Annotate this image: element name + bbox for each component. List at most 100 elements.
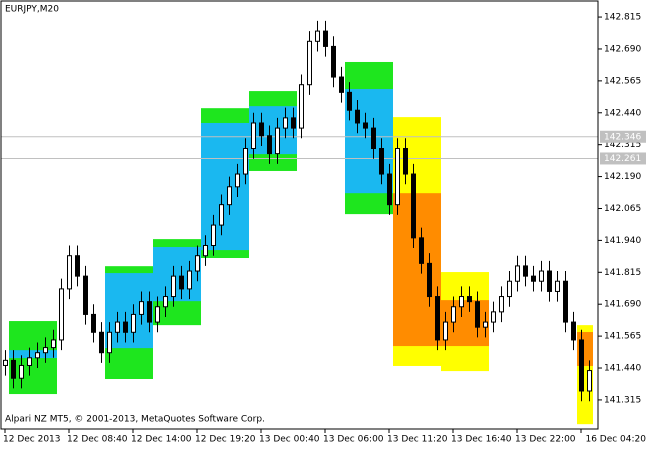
- candle-body: [219, 204, 224, 226]
- x-tick-label: 13 Dec 11:20: [387, 435, 448, 445]
- candle-body: [451, 306, 456, 323]
- candle-body: [275, 127, 280, 155]
- candle-body: [571, 321, 576, 341]
- y-tick-label: 142.190: [604, 172, 641, 182]
- y-tick-label: 142.565: [604, 76, 641, 86]
- y-tick-label: 141.690: [604, 300, 641, 310]
- candle-body: [155, 306, 160, 323]
- candle-body: [347, 91, 352, 111]
- footer: Alpari NZ MT5, © 2001-2013, MetaQuotes S…: [5, 415, 265, 425]
- candle-body: [339, 76, 344, 93]
- candle-body: [179, 275, 184, 290]
- y-tick-label: 141.315: [604, 395, 641, 405]
- range-box-inner: [345, 89, 393, 194]
- candle-body: [203, 245, 208, 257]
- candle-body: [139, 301, 144, 315]
- candle-body: [43, 347, 48, 354]
- candle-body: [227, 186, 232, 206]
- candle-body: [235, 173, 240, 188]
- range-box-inner: [9, 350, 57, 359]
- candle-body: [283, 117, 288, 129]
- candle-body: [123, 321, 128, 333]
- candle-body: [187, 270, 192, 290]
- candle-body: [531, 275, 536, 282]
- y-tick-label: 142.065: [604, 204, 641, 214]
- candle-body: [115, 321, 120, 333]
- y-tick-label: 142.690: [604, 44, 641, 54]
- candle-body: [107, 331, 112, 354]
- candle-body: [475, 301, 480, 328]
- range-box-inner: [201, 122, 249, 251]
- candle-body: [267, 135, 272, 155]
- candle-body: [211, 224, 216, 247]
- candle-body: [579, 339, 584, 392]
- x-tick-label: 13 Dec 00:40: [259, 435, 320, 445]
- x-tick-label: 13 Dec 22:00: [515, 435, 576, 445]
- candle-body: [539, 270, 544, 282]
- candle-body: [251, 122, 256, 150]
- range-box-inner: [393, 193, 441, 347]
- candle-body: [299, 84, 304, 129]
- candle-body: [259, 122, 264, 137]
- y-tick-label: 142.315: [604, 140, 641, 150]
- price-label: 142.261: [604, 154, 641, 164]
- candle-body: [427, 262, 432, 298]
- candle-body: [131, 313, 136, 333]
- x-tick-label: 12 Dec 08:40: [67, 435, 128, 445]
- candle-body: [315, 30, 320, 42]
- candle-body: [67, 255, 72, 290]
- candle-body: [163, 296, 168, 308]
- candle-body: [291, 117, 296, 129]
- candle-body: [75, 255, 80, 277]
- candle-body: [443, 321, 448, 341]
- plot-frame: [0, 0, 599, 430]
- candle-body: [99, 331, 104, 354]
- y-tick-label: 142.815: [604, 13, 641, 23]
- candle-body: [331, 45, 336, 78]
- range-box-inner: [105, 273, 153, 349]
- candle-body: [483, 321, 488, 328]
- candle-body: [59, 288, 64, 341]
- x-tick-label: 13 Dec 16:40: [451, 435, 512, 445]
- candle-body: [323, 30, 328, 47]
- candle-body: [403, 148, 408, 175]
- candle-body: [459, 296, 464, 308]
- candle-body: [371, 127, 376, 150]
- y-tick-label: 141.565: [604, 332, 641, 342]
- x-tick-label: 13 Dec 06:00: [323, 435, 384, 445]
- candle-body: [307, 40, 312, 86]
- candle-body: [379, 148, 384, 175]
- x-tick-label: 12 Dec 2013: [3, 435, 61, 445]
- candle-body: [499, 296, 504, 313]
- price-label: 142.346: [604, 132, 641, 142]
- y-tick-label: 141.440: [604, 364, 641, 374]
- candle-body: [83, 275, 88, 315]
- x-tick-label: 12 Dec 14:00: [131, 435, 192, 445]
- candle-body: [363, 122, 368, 129]
- candle-body: [411, 173, 416, 239]
- candle-body: [3, 359, 8, 366]
- candle-body: [555, 280, 560, 292]
- candle-body: [171, 275, 176, 298]
- candle-body: [243, 148, 248, 175]
- x-tick-label: 16 Dec 04:20: [585, 435, 646, 445]
- price-label-bg: [600, 152, 646, 165]
- candle-body: [51, 339, 56, 349]
- candle-body: [147, 301, 152, 323]
- candle-body: [27, 357, 32, 366]
- range-box-inner: [249, 106, 297, 155]
- candle-body: [387, 173, 392, 206]
- candle-body: [507, 280, 512, 298]
- candle-body: [547, 270, 552, 292]
- candle-body: [523, 265, 528, 277]
- candle-body: [419, 237, 424, 264]
- y-tick-label: 141.940: [604, 236, 641, 246]
- range-box-inner: [441, 300, 489, 347]
- plot-area: [1, 20, 598, 425]
- price-label-bg: [600, 130, 646, 143]
- y-tick-label: 141.815: [604, 268, 641, 278]
- y-tick-label: 142.440: [604, 108, 641, 118]
- candle-body: [91, 313, 96, 333]
